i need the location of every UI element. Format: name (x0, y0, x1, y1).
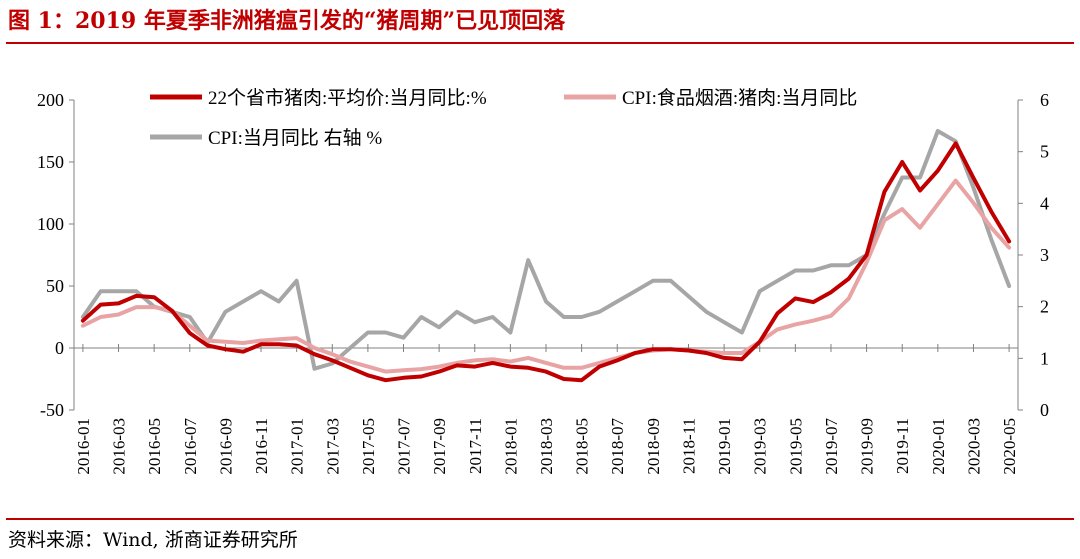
right-tick-label: 6 (1040, 90, 1049, 110)
left-tick-label: 100 (37, 214, 64, 234)
x-tick-label: 2017-11 (466, 418, 485, 474)
chart-legend: 22个省市猪肉:平均价:当月同比:% CPI:食品烟酒:猪肉:当月同比 CPI:当月… (150, 87, 857, 149)
series-line-1 (80, 141, 1012, 383)
left-tick-label: -50 (40, 400, 64, 420)
right-tick-label: 4 (1040, 193, 1049, 213)
x-tick-label: 2017-03 (323, 418, 342, 475)
x-tick-label: 2017-05 (359, 418, 378, 475)
x-tick-label: 2019-01 (715, 418, 734, 475)
x-tick-label: 2019-09 (858, 418, 877, 475)
right-tick-label: 3 (1040, 245, 1049, 265)
legend-label-1: 22个省市猪肉:平均价:当月同比:% (208, 87, 487, 109)
x-tick-label: 2018-09 (644, 418, 663, 475)
series-layer (80, 129, 1012, 383)
x-tick-label: 2017-09 (430, 418, 449, 475)
right-tick-label: 5 (1040, 142, 1049, 162)
x-tick-label: 2018-03 (537, 418, 556, 475)
x-tick-label: 2016-03 (110, 418, 129, 475)
x-tick-label: 2016-09 (216, 418, 235, 475)
x-tick-label: 2018-11 (679, 418, 698, 474)
source-note: 资料来源：Wind, 浙商证券研究所 (8, 529, 298, 551)
x-tick-label: 2019-05 (786, 418, 805, 475)
legend-label-2: CPI:食品烟酒:猪肉:当月同比 (622, 87, 857, 109)
title-rule (6, 42, 1074, 44)
x-tick-label: 2016-07 (181, 418, 200, 475)
left-tick-label: 50 (46, 276, 64, 296)
x-tick-label: 2020-01 (929, 418, 948, 475)
left-tick-label: 150 (37, 152, 64, 172)
x-tick-label: 2020-05 (1000, 418, 1019, 475)
x-tick-label: 2019-07 (822, 418, 841, 475)
x-tick-label: 2019-11 (893, 418, 912, 474)
figure-title: 图 1：2019 年夏季非洲猪瘟引发的“猪周期”已见顶回落 (8, 8, 566, 34)
right-tick-label: 2 (1040, 297, 1049, 317)
x-tick-label: 2019-03 (751, 418, 770, 475)
x-tick-label: 2017-01 (288, 418, 307, 475)
x-tick-label: 2016-01 (74, 418, 93, 475)
chart-axes: 200 150 100 50 0 -50 6 5 4 3 2 1 0 2016-01 2016-03 2016… (37, 90, 1049, 475)
source-rule (6, 518, 1074, 520)
x-tick-label: 2020-03 (964, 418, 983, 475)
x-tick-label: 2018-07 (608, 418, 627, 475)
right-tick-label: 0 (1040, 400, 1049, 420)
left-tick-label: 200 (37, 90, 64, 110)
x-tick-label: 2016-11 (252, 418, 271, 474)
left-tick-label: 0 (55, 338, 64, 358)
legend-label-3: CPI:当月同比 右轴 % (208, 127, 382, 149)
series-line-3 (80, 129, 1012, 371)
x-tick-label: 2017-07 (395, 418, 414, 475)
x-tick-label: 2016-05 (145, 418, 164, 475)
series-line-2 (80, 178, 1012, 374)
x-tick-label: 2018-05 (573, 418, 592, 475)
right-tick-label: 1 (1040, 348, 1049, 368)
x-tick-label: 2018-01 (501, 418, 520, 475)
